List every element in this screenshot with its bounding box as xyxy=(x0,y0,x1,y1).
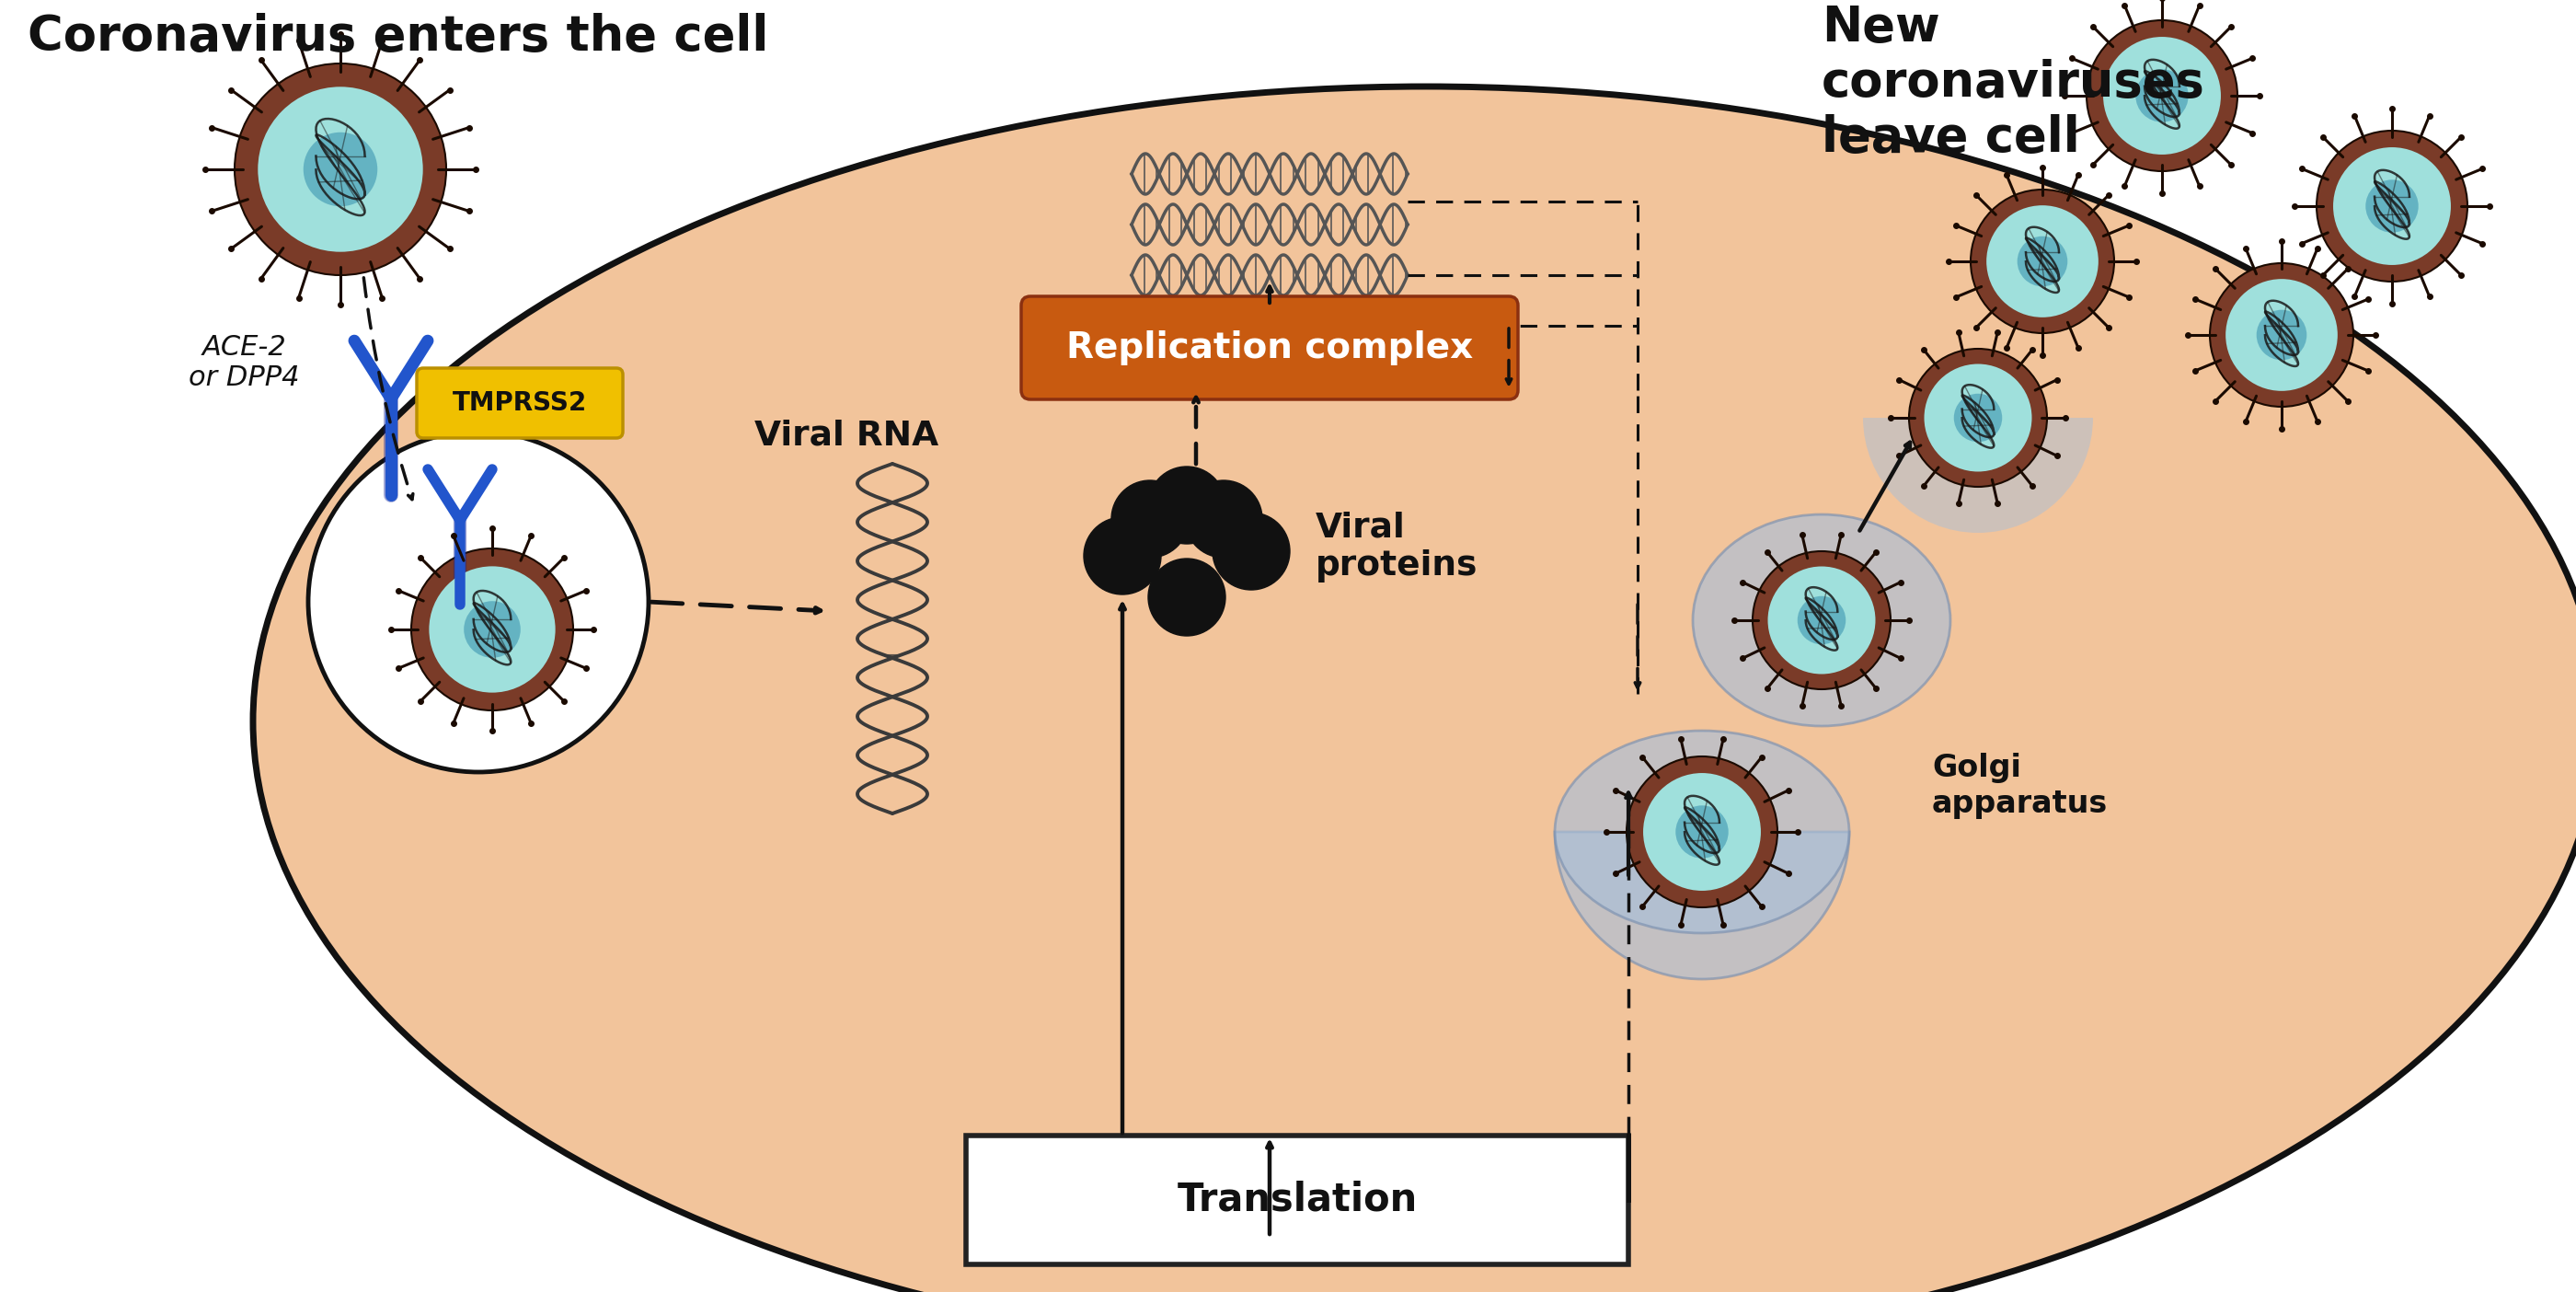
Text: ACE-2
or DPP4: ACE-2 or DPP4 xyxy=(188,333,299,391)
Circle shape xyxy=(1909,349,2048,487)
Text: TMPRSS2: TMPRSS2 xyxy=(453,390,587,416)
Circle shape xyxy=(2210,264,2354,407)
Circle shape xyxy=(1643,773,1762,890)
Circle shape xyxy=(1986,205,2099,318)
Circle shape xyxy=(1084,517,1162,594)
Circle shape xyxy=(2017,236,2069,287)
Circle shape xyxy=(1110,481,1188,558)
Circle shape xyxy=(258,87,422,252)
Circle shape xyxy=(2316,130,2468,282)
FancyBboxPatch shape xyxy=(966,1136,1628,1265)
Circle shape xyxy=(309,432,649,773)
Circle shape xyxy=(2102,37,2221,155)
Circle shape xyxy=(1971,190,2115,333)
Circle shape xyxy=(1798,596,1847,645)
Circle shape xyxy=(234,63,446,275)
Text: Golgi
apparatus: Golgi apparatus xyxy=(1932,753,2107,819)
Circle shape xyxy=(1185,481,1262,558)
Circle shape xyxy=(1767,566,1875,674)
Circle shape xyxy=(1149,558,1226,636)
Circle shape xyxy=(464,601,520,658)
Circle shape xyxy=(1625,756,1777,907)
Wedge shape xyxy=(1556,832,1850,979)
Text: Translation: Translation xyxy=(1177,1181,1417,1220)
Circle shape xyxy=(304,132,379,207)
Text: New
coronaviruses
leave cell: New coronaviruses leave cell xyxy=(1821,4,2205,163)
Wedge shape xyxy=(1862,417,2092,532)
Circle shape xyxy=(2365,180,2419,233)
Circle shape xyxy=(1953,394,2002,442)
Circle shape xyxy=(1149,466,1226,544)
Circle shape xyxy=(1752,552,1891,689)
Text: Viral RNA: Viral RNA xyxy=(755,420,938,452)
Circle shape xyxy=(430,566,556,693)
Ellipse shape xyxy=(1556,731,1850,933)
Circle shape xyxy=(412,549,572,711)
Circle shape xyxy=(2257,310,2306,360)
Ellipse shape xyxy=(1692,514,1950,726)
Text: Coronavirus enters the cell: Coronavirus enters the cell xyxy=(28,13,768,61)
Circle shape xyxy=(2087,21,2239,171)
Circle shape xyxy=(2136,70,2190,123)
Circle shape xyxy=(2334,147,2450,265)
Ellipse shape xyxy=(252,87,2576,1292)
Circle shape xyxy=(1674,805,1728,858)
FancyBboxPatch shape xyxy=(1020,296,1517,399)
Circle shape xyxy=(1924,364,2032,472)
Text: Viral
proteins: Viral proteins xyxy=(1316,510,1479,583)
FancyBboxPatch shape xyxy=(417,368,623,438)
Circle shape xyxy=(1213,513,1291,590)
Text: Replication complex: Replication complex xyxy=(1066,331,1473,366)
Circle shape xyxy=(2226,279,2336,391)
